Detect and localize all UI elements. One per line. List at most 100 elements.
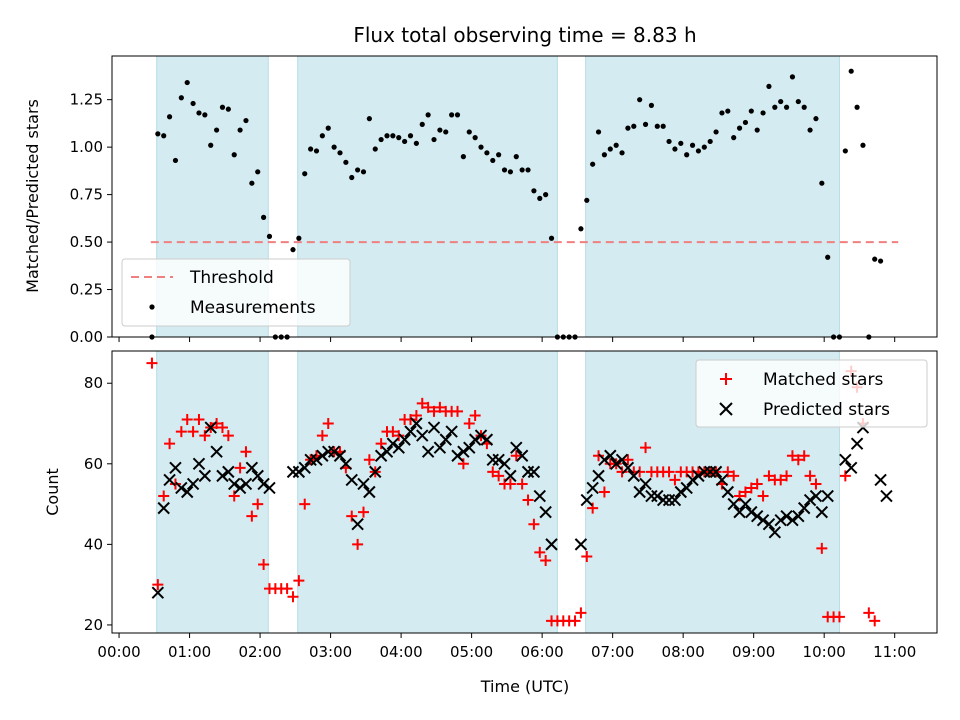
bottom-legend: Matched stars Predicted stars (695, 359, 928, 428)
measurement-point (501, 167, 508, 173)
figure-title: Flux total observing time = 8.83 h (353, 23, 696, 47)
measurement-point (437, 127, 443, 133)
measurement-point (537, 195, 543, 201)
y-tick-label: 20 (84, 616, 103, 634)
predicted-star-marker (592, 469, 605, 483)
matched-star-marker (781, 470, 793, 482)
matched-star-marker (522, 494, 534, 506)
measurement-point (431, 136, 437, 143)
predicted-star-marker (768, 526, 782, 539)
y-tick-label: 1.00 (70, 138, 103, 156)
bottom-x-ticks: 00:00 01:00 02:00 03:00 04:00 05:00 06:00 07:00… (97, 633, 916, 661)
predicted-star-marker (380, 445, 394, 458)
predicted-star-marker (304, 453, 317, 466)
matched-star-marker (405, 413, 417, 425)
matched-star-marker (216, 422, 228, 434)
measurement-point (825, 254, 831, 260)
measurement-point (266, 233, 273, 239)
predicted-star-marker (774, 513, 787, 527)
predicted-legend-swatch (719, 402, 733, 416)
measurement-point (819, 180, 825, 186)
predicted-star-marker (416, 429, 429, 442)
measurement-point (783, 104, 790, 110)
measurement-point (654, 123, 660, 129)
measurement-point (196, 110, 202, 116)
predicted-star-marker (709, 465, 723, 479)
matched-star-marker (616, 466, 628, 478)
matched-star-marker (199, 430, 211, 442)
matched-star-marker (158, 490, 170, 502)
matched-star-marker (663, 466, 675, 478)
predicted-star-marker (468, 433, 482, 446)
measurement-point (219, 104, 226, 110)
measurement-point (337, 150, 343, 156)
predicted-star-marker (786, 513, 799, 527)
matched-star-marker (798, 450, 810, 462)
measurement-point (355, 167, 361, 173)
predicted-star-marker (692, 469, 705, 483)
matched-star-marker (322, 418, 334, 430)
measurement-point (877, 258, 884, 264)
predicted-star-marker (510, 441, 523, 454)
predicted-star-marker (192, 457, 206, 471)
x-axis-label: Time (UTC) (480, 677, 569, 696)
predicted-star-marker (750, 509, 764, 523)
measurement-point (419, 121, 425, 127)
matched-star-marker (634, 466, 646, 478)
matched-star-marker (428, 405, 440, 417)
matched-star-marker (211, 418, 223, 430)
matched-star-marker (416, 397, 428, 409)
predicted-star-marker (874, 473, 887, 487)
measurement-point (625, 125, 631, 131)
matched-stars-markers (146, 357, 881, 627)
x-tick-label: 07:00 (591, 643, 634, 661)
x-tick-label: 05:00 (450, 643, 493, 661)
measurement-point (684, 152, 690, 158)
matched-star-marker (187, 426, 199, 438)
predicted-star-marker (721, 485, 735, 499)
measurement-point (707, 138, 713, 145)
shaded-interval (585, 55, 840, 338)
matched-star-marker (234, 462, 246, 474)
matched-star-marker (452, 405, 464, 417)
measurement-point (313, 148, 320, 154)
matched-star-marker (346, 510, 358, 522)
top-axes-frame (111, 55, 938, 338)
predicted-star-marker (574, 538, 588, 551)
matched-star-marker (816, 542, 828, 554)
predicted-star-marker (216, 469, 229, 483)
matched-star-marker (745, 482, 757, 494)
predicted-star-marker (615, 453, 629, 466)
predicted-star-marker (439, 433, 452, 446)
predicted-star-marker (286, 465, 300, 479)
matched-star-marker (622, 454, 634, 466)
matched-star-marker (463, 418, 475, 430)
measurement-point (637, 97, 643, 103)
matched-star-marker (504, 478, 516, 490)
predicted-star-marker (421, 445, 435, 458)
predicted-star-marker (228, 477, 241, 491)
matched-star-marker (363, 454, 375, 466)
x-tick-label: 00:00 (97, 643, 140, 661)
predicted-star-marker (457, 445, 470, 458)
predicted-star-marker (327, 445, 341, 458)
predicted-star-marker (398, 433, 411, 446)
bottom-legend-box (695, 359, 928, 428)
measurement-point (531, 188, 537, 194)
predicted-star-marker (609, 457, 623, 471)
x-tick-label: 06:00 (521, 643, 564, 661)
measurement-point (584, 197, 590, 203)
x-tick-label: 03:00 (309, 643, 352, 661)
measurement-point (484, 150, 490, 156)
panel-ratio: 0.00 0.25 0.50 0.75 1.00 1.25 Matched/Predict… (23, 55, 938, 346)
predicted-star-marker (539, 505, 552, 519)
predicted-star-marker (251, 469, 264, 483)
measurement-points (149, 68, 884, 340)
measurement-point (619, 150, 625, 156)
measurement-point (331, 144, 337, 150)
predicted-star-marker (427, 421, 441, 434)
top-y-ticks: 0.00 0.25 0.50 0.75 1.00 1.25 (70, 91, 112, 346)
measurement-point (748, 108, 754, 114)
measurement-point (237, 127, 243, 133)
measurement-point (490, 157, 496, 164)
